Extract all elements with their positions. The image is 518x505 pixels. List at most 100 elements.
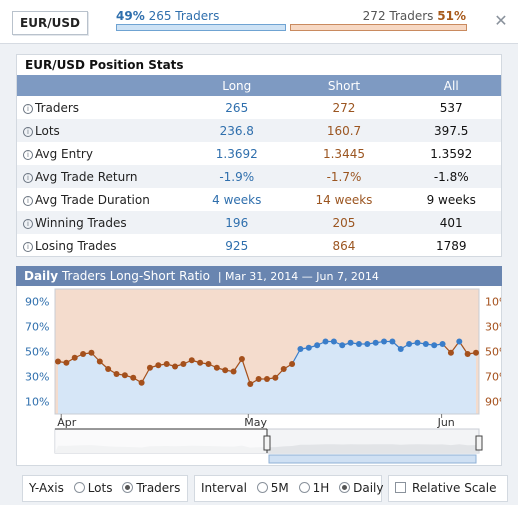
data-point (339, 342, 346, 349)
yaxis-traders-label[interactable]: Traders (136, 481, 181, 495)
right-tick-label: 70% (485, 371, 501, 384)
interval-label: Interval (201, 481, 247, 495)
data-point (255, 376, 262, 382)
stats-label-text: Lots (35, 123, 60, 138)
data-point (464, 351, 471, 357)
left-tick-label: 50% (25, 346, 49, 359)
yaxis-traders-radio[interactable] (122, 482, 134, 493)
data-point (188, 357, 195, 364)
stats-row-label: i Avg Trade Return (17, 165, 187, 188)
interval-1h-radio[interactable] (298, 482, 310, 493)
data-point (422, 341, 429, 347)
relative-scale-label[interactable]: Relative Scale (412, 481, 497, 495)
yaxis-lots-radio[interactable] (73, 482, 85, 493)
right-tick-label: 50% (485, 346, 501, 359)
ratio-chart: 90% 70% 50% 30% 10% 10% 30% 50% 70% 90% Apr May Jun (16, 286, 509, 466)
close-icon[interactable]: ✕ (494, 11, 508, 30)
interval-daily-label[interactable]: Daily (353, 481, 384, 495)
stats-all-value: 537 (439, 100, 463, 115)
left-tick-label: 30% (25, 371, 49, 384)
long-ratio-bar (116, 24, 286, 31)
right-tick-label: 90% (485, 396, 501, 409)
interval-daily-radio[interactable] (339, 482, 351, 493)
right-tick-label: 30% (485, 321, 501, 334)
info-icon[interactable]: i (23, 103, 33, 114)
stats-short-value: 160.7 (286, 119, 402, 142)
data-point (197, 359, 204, 366)
stats-all-value: -1.8% (401, 165, 501, 188)
left-tick-label: 90% (25, 296, 49, 309)
stats-label-text: Avg Entry (35, 146, 93, 161)
data-point (88, 349, 95, 356)
stats-label-text: Avg Trade Duration (35, 192, 150, 207)
data-point (439, 341, 446, 347)
yaxis-label: Y-Axis (29, 481, 64, 495)
data-point (205, 361, 212, 367)
long-area-fill (58, 341, 476, 414)
relative-scale-checkbox[interactable] (395, 482, 406, 493)
data-point (96, 358, 103, 365)
interval-1h-label[interactable]: 1H (312, 481, 330, 495)
stats-short-value: 864 (332, 238, 356, 253)
stats-label-text: Losing Trades (35, 238, 117, 253)
data-point (322, 338, 329, 345)
info-icon[interactable]: i (23, 172, 33, 183)
stats-long-value: 925 (225, 238, 249, 253)
data-point (172, 363, 179, 370)
info-icon[interactable]: i (23, 241, 33, 252)
info-icon[interactable]: i (23, 218, 33, 229)
info-icon[interactable]: i (23, 149, 33, 160)
stats-row: i Lots 236.8 160.7 397.5 (17, 119, 501, 142)
stats-header-blank (17, 75, 187, 96)
stats-title: EUR/USD Position Stats (25, 58, 184, 72)
data-point (289, 361, 296, 367)
interval-5m-label[interactable]: 5M (270, 481, 289, 495)
chart-date-range: Mar 31, 2014 — Jun 7, 2014 (225, 270, 379, 283)
stats-row-label: i Avg Entry (17, 142, 187, 165)
x-tick-label: May (244, 416, 267, 429)
long-traders: 265 Traders (148, 9, 220, 23)
info-icon[interactable]: i (23, 195, 33, 206)
navigator-handle-right (475, 435, 483, 451)
data-point (55, 358, 61, 365)
stats-row: i Winning Trades 196 205 401 (17, 211, 501, 234)
yaxis-lots-label[interactable]: Lots (87, 481, 113, 495)
stats-row-label: i Losing Trades (17, 234, 187, 257)
data-point (473, 349, 479, 356)
x-tick-label: Jun (437, 416, 455, 429)
stats-all-value: 401 (401, 211, 501, 234)
data-point (80, 351, 87, 357)
stats-long-value: 4 weeks (212, 192, 262, 207)
data-point (447, 349, 454, 356)
long-percent: 49% (116, 9, 145, 23)
stats-short-value: -1.7% (286, 165, 402, 188)
data-point (406, 341, 413, 347)
data-point (330, 338, 337, 345)
stats-all-value: 9 weeks (426, 192, 476, 207)
left-tick-label: 70% (25, 321, 49, 334)
data-point (364, 341, 371, 347)
data-point (121, 372, 128, 379)
navigator-mask (55, 429, 267, 453)
chart-title: Traders Long-Short Ratio (61, 269, 210, 283)
data-point (280, 366, 287, 372)
data-point (355, 341, 362, 347)
interval-5m-radio[interactable] (256, 482, 268, 493)
data-point (63, 359, 70, 366)
data-point (213, 364, 220, 371)
right-tick-label: 10% (485, 296, 501, 309)
stats-short-value: 272 (332, 100, 356, 115)
data-point (456, 338, 463, 345)
stats-row-label: i Lots (17, 119, 187, 142)
info-icon[interactable]: i (23, 126, 33, 137)
data-point (305, 344, 312, 351)
stats-row: i Avg Trade Duration 4 weeks 14 weeks 9 week… (17, 188, 501, 211)
chart-header: Daily Traders Long-Short Ratio | Mar 31,… (16, 266, 502, 286)
pair-selector[interactable]: EUR/USD (12, 11, 88, 35)
data-point (314, 342, 321, 349)
short-traders: 272 Traders (362, 9, 434, 23)
interval-control: Interval 5M 1H Daily (194, 475, 384, 502)
stats-all-value: 1.3592 (430, 146, 473, 161)
data-point (138, 379, 145, 386)
x-tick-label: Apr (57, 416, 77, 429)
